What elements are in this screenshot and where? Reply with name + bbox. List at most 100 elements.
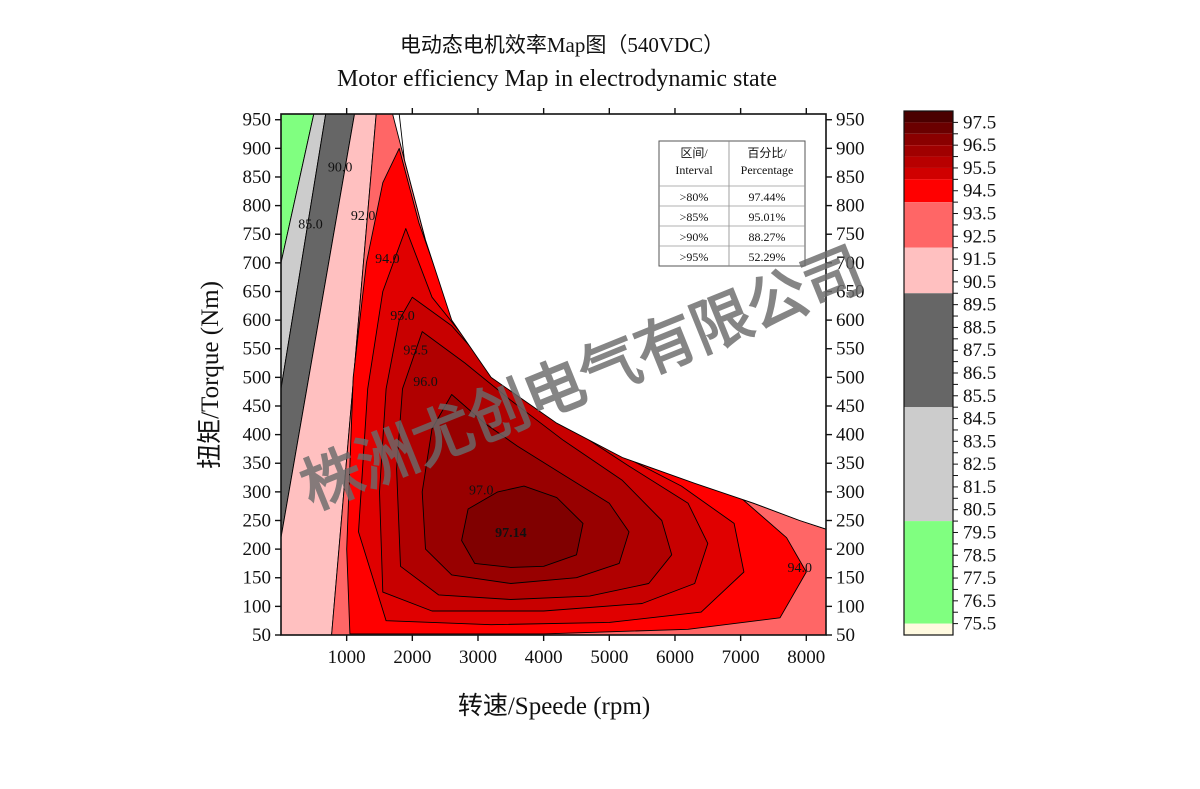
x-tick-label: 1000 — [328, 647, 366, 668]
colorbar-label: 86.5 — [963, 363, 996, 384]
x-tick-label: 4000 — [525, 647, 563, 668]
colorbar-label: 78.5 — [963, 545, 996, 566]
table-header: Percentage — [741, 163, 794, 177]
contour-label: 94.0 — [375, 252, 400, 267]
colorbar-label: 96.5 — [963, 135, 996, 156]
y-tick-label-left: 50 — [252, 625, 271, 646]
y-tick-label-right: 350 — [836, 453, 865, 474]
y-tick-label-right: 100 — [836, 596, 865, 617]
y-tick-label-left: 450 — [243, 396, 272, 417]
colorbar-label: 91.5 — [963, 249, 996, 270]
y-tick-label-right: 500 — [836, 367, 865, 388]
colorbar-band — [904, 179, 953, 203]
y-tick-label-right: 750 — [836, 224, 865, 245]
y-tick-label-right: 600 — [836, 310, 865, 331]
y-tick-label-left: 850 — [243, 167, 272, 188]
x-tick-label: 8000 — [787, 647, 825, 668]
y-tick-label-right: 900 — [836, 138, 865, 159]
colorbar-label: 88.5 — [963, 317, 996, 338]
y-tick-label-right: 800 — [836, 196, 865, 217]
contour-label: 97.0 — [469, 484, 494, 499]
colorbar-label: 95.5 — [963, 158, 996, 179]
contour-band-90-92 — [281, 114, 377, 635]
colorbar-band — [904, 521, 953, 624]
table-header: 区间/ — [680, 146, 708, 160]
colorbar-band — [904, 111, 953, 123]
colorbar-band — [904, 293, 953, 408]
contour-label: 92.0 — [351, 209, 376, 224]
colorbar-band — [904, 156, 953, 168]
colorbar-label: 87.5 — [963, 340, 996, 361]
peak-efficiency-label: 97.14 — [495, 526, 527, 541]
interval-table: 区间/Interval 百分比/Percentage >80% 97.44% >85% 9… — [658, 140, 806, 267]
colorbar-band — [904, 133, 953, 146]
colorbar-band — [904, 247, 953, 294]
y-axis-label: 扭矩/Torque (Nm) — [196, 281, 224, 469]
y-tick-label-right: 950 — [836, 110, 865, 131]
chart-title: 电动态电机效率Map图（540VDC） — [400, 33, 724, 57]
colorbar-label: 80.5 — [963, 500, 996, 521]
contour-label: 95.5 — [403, 343, 428, 358]
colorbar-label: 76.5 — [963, 591, 996, 612]
y-tick-label-right: 200 — [836, 539, 865, 560]
table-cell: 97.44% — [749, 190, 786, 204]
table-cell: >95% — [680, 250, 709, 264]
table-cell: >85% — [680, 210, 709, 224]
colorbar: 97.596.595.594.593.592.591.590.589.588.5… — [903, 110, 996, 636]
y-tick-label-right: 50 — [836, 625, 855, 646]
table-cell: 95.01% — [749, 210, 786, 224]
y-tick-label-right: 850 — [836, 167, 865, 188]
plot-frame — [280, 113, 827, 636]
colorbar-band — [904, 122, 953, 134]
colorbar-band — [904, 623, 953, 635]
colorbar-label: 97.5 — [963, 112, 996, 133]
y-tick-label-left: 700 — [243, 253, 272, 274]
y-tick-label-right: 400 — [836, 425, 865, 446]
table-header: Interval — [675, 163, 713, 177]
y-tick-label-left: 900 — [243, 138, 272, 159]
table-cell: 52.29% — [749, 250, 786, 264]
colorbar-label: 84.5 — [963, 409, 996, 430]
y-tick-label-right: 700 — [836, 253, 865, 274]
colorbar-label: 92.5 — [963, 226, 996, 247]
x-axis-label: 转速/Speede (rpm) — [458, 692, 650, 720]
x-tick-label: 3000 — [459, 647, 497, 668]
table-cell: 88.27% — [749, 230, 786, 244]
y-tick-label-left: 950 — [243, 110, 272, 131]
colorbar-label: 82.5 — [963, 454, 996, 475]
y-tick-label-left: 600 — [243, 310, 272, 331]
table-cell: >80% — [680, 190, 709, 204]
colorbar-band — [904, 407, 953, 522]
contour-label: 95.0 — [390, 309, 415, 324]
y-tick-label-right: 650 — [836, 281, 865, 302]
y-tick-label-left: 500 — [243, 367, 272, 388]
contour-label: 96.0 — [413, 375, 438, 390]
chart-subtitle: Motor efficiency Map in electrodynamic s… — [337, 66, 777, 92]
table-header: 百分比/ — [747, 146, 787, 160]
y-tick-label-left: 550 — [243, 339, 272, 360]
table-cell: >90% — [680, 230, 709, 244]
y-tick-label-left: 200 — [243, 539, 272, 560]
y-tick-label-left: 400 — [243, 425, 272, 446]
y-tick-label-right: 550 — [836, 339, 865, 360]
colorbar-label: 83.5 — [963, 431, 996, 452]
colorbar-label: 89.5 — [963, 295, 996, 316]
y-tick-label-left: 300 — [243, 482, 272, 503]
colorbar-band — [904, 167, 953, 180]
y-tick-label-right: 250 — [836, 510, 865, 531]
y-tick-label-right: 450 — [836, 396, 865, 417]
y-tick-label-left: 800 — [243, 196, 272, 217]
colorbar-label: 90.5 — [963, 272, 996, 293]
contour-band-gt97 — [461, 485, 584, 568]
colorbar-label: 81.5 — [963, 477, 996, 498]
x-tick-label: 7000 — [722, 647, 760, 668]
y-tick-label-left: 250 — [243, 510, 272, 531]
colorbar-label: 77.5 — [963, 568, 996, 589]
colorbar-label: 79.5 — [963, 522, 996, 543]
colorbar-band — [904, 145, 953, 157]
y-tick-label-left: 100 — [243, 596, 272, 617]
y-tick-label-left: 350 — [243, 453, 272, 474]
y-tick-label-left: 750 — [243, 224, 272, 245]
contour-label: 85.0 — [298, 218, 323, 233]
